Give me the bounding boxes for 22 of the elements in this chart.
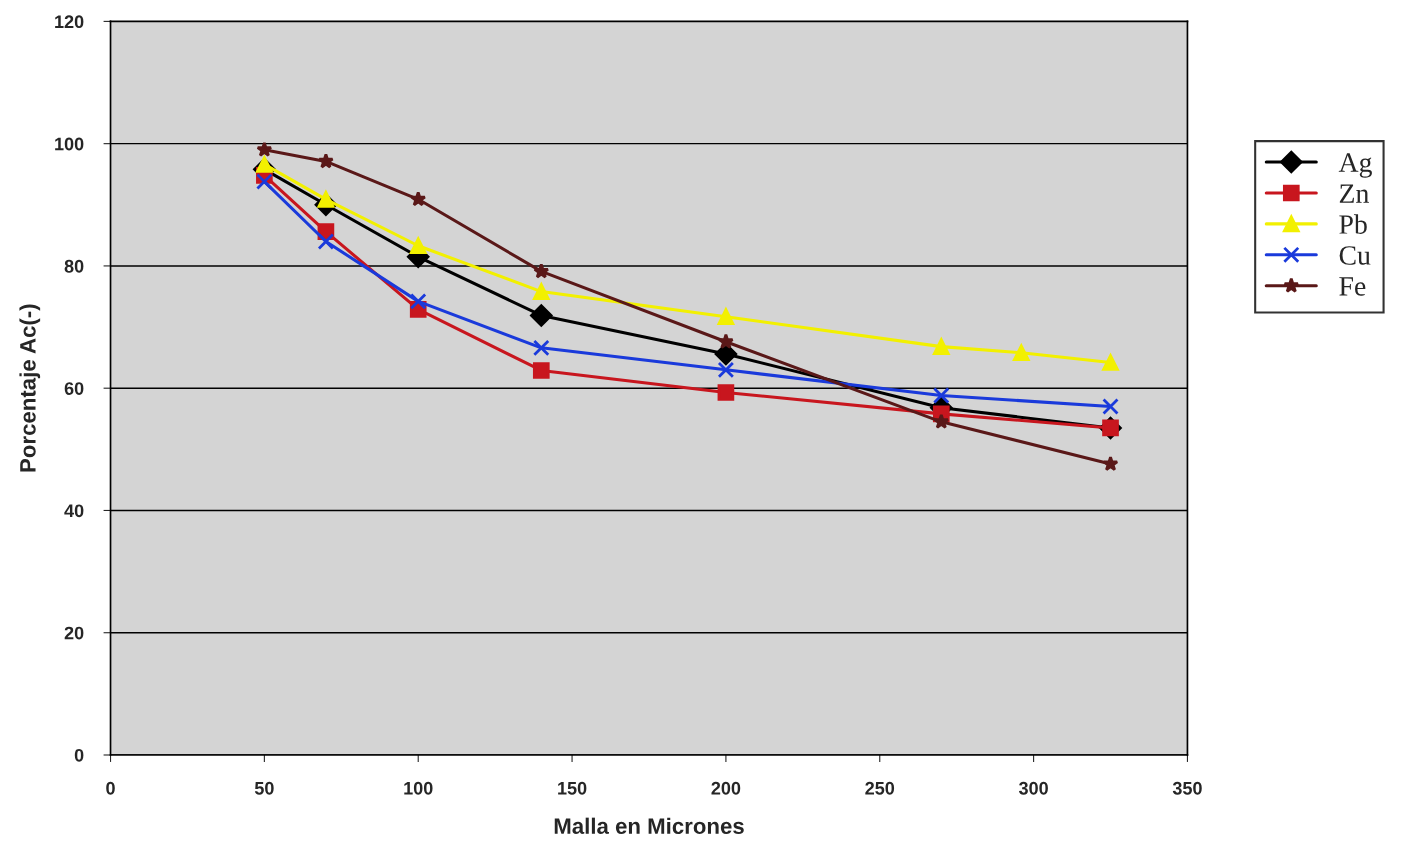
legend-label: Zn [1339,184,1369,203]
y-tick-label: 40 [64,504,84,518]
x-tick-label: 200 [711,781,741,795]
y-tick-label: 60 [64,382,84,395]
y-tick-label: 100 [55,137,84,151]
legend-label: Pb [1339,214,1367,234]
y-axis-title: Porcentaje Ac(-) [19,304,41,472]
x-tick-label: 0 [106,781,115,795]
x-tick-label: 300 [1018,781,1048,795]
x-tick-label: 100 [404,781,433,795]
x-tick-label: 50 [254,781,274,795]
x-tick-label: 350 [1172,781,1202,795]
x-tick-label: 150 [558,781,587,795]
legend-label: Cu [1339,246,1371,265]
y-tick-label: 120 [55,15,84,29]
x-axis-title: Malla en Micrones [554,817,744,834]
y-tick-label: 0 [74,748,84,762]
legend-label: Ag [1338,153,1372,178]
y-tick-label: 80 [64,259,84,273]
legend-label: Fe [1339,277,1366,296]
x-tick-label: 250 [865,781,895,795]
y-tick-label: 20 [64,626,84,640]
